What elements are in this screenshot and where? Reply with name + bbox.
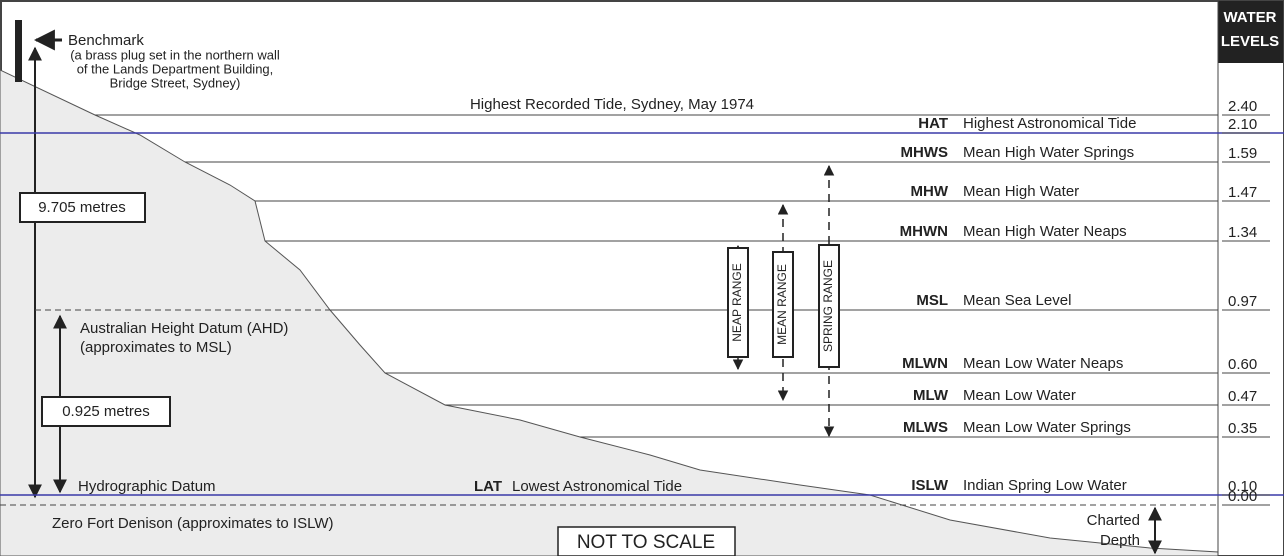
level-name: Mean High Water Neaps <box>963 223 1127 240</box>
lat-name: Lowest Astronomical Tide <box>512 478 682 495</box>
level-abbr: MSL <box>916 292 948 309</box>
range-label: NEAP RANGE <box>730 263 744 341</box>
benchmark-label: Benchmark <box>68 32 144 49</box>
range-label: SPRING RANGE <box>821 260 835 352</box>
benchmark-note: of the Lands Department Building, <box>77 61 274 76</box>
level-name: Mean High Water Springs <box>963 144 1134 161</box>
level-abbr: MLWN <box>902 355 948 372</box>
level-name: Mean Low Water <box>963 387 1076 404</box>
level-abbr: MLWS <box>903 419 948 436</box>
not-to-scale: NOT TO SCALE <box>577 532 715 553</box>
diagram: WATER LEVELS Benchmark (a brass plug set… <box>0 0 1284 556</box>
level-name: Mean Low Water Neaps <box>963 355 1123 372</box>
level-abbr: HAT <box>918 115 948 132</box>
level-abbr: MHW <box>911 183 949 200</box>
level-name: Mean Low Water Springs <box>963 419 1131 436</box>
header-title: LEVELS <box>1221 33 1279 50</box>
ahd-label: Australian Height Datum (AHD) <box>80 320 288 337</box>
header-title: WATER <box>1223 9 1276 26</box>
level-value: 0.97 <box>1228 293 1257 310</box>
lat-abbr: LAT <box>474 478 502 495</box>
level-name: Mean Sea Level <box>963 292 1071 309</box>
level-value: 0.35 <box>1228 420 1257 437</box>
level-value: 0.60 <box>1228 356 1257 373</box>
level-value: 2.40 <box>1228 98 1257 115</box>
page: WATER LEVELS Benchmark (a brass plug set… <box>0 0 1284 556</box>
charted-depth: Depth <box>1100 532 1140 549</box>
ahd-label: (approximates to MSL) <box>80 339 232 356</box>
benchmark-plug <box>15 20 22 82</box>
level-abbr: MLW <box>913 387 949 404</box>
level-name: Highest Recorded Tide, Sydney, May 1974 <box>470 96 754 113</box>
level-abbr: MHWN <box>900 223 948 240</box>
charted-depth: Charted <box>1087 512 1140 529</box>
measure-label: 9.705 metres <box>38 199 126 216</box>
zero-datum: Zero Fort Denison (approximates to ISLW) <box>52 515 333 532</box>
level-value: 0.00 <box>1228 488 1257 505</box>
range-label: MEAN RANGE <box>775 264 789 345</box>
measure-label: 0.925 metres <box>62 403 150 420</box>
level-name: Indian Spring Low Water <box>963 477 1127 494</box>
level-value: 0.47 <box>1228 388 1257 405</box>
level-abbr: MHWS <box>901 144 949 161</box>
level-column <box>1218 1 1283 555</box>
level-value: 2.10 <box>1228 116 1257 133</box>
benchmark-note: (a brass plug set in the northern wall <box>70 47 280 62</box>
level-value: 1.47 <box>1228 184 1257 201</box>
level-abbr: ISLW <box>911 477 949 494</box>
level-name: Mean High Water <box>963 183 1079 200</box>
level-name: Highest Astronomical Tide <box>963 115 1136 132</box>
hydrographic-datum: Hydrographic Datum <box>78 478 216 495</box>
benchmark-note: Bridge Street, Sydney) <box>110 75 241 90</box>
level-value: 1.34 <box>1228 224 1257 241</box>
level-value: 1.59 <box>1228 145 1257 162</box>
